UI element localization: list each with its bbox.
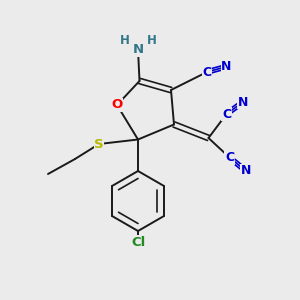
Text: N: N bbox=[238, 95, 248, 109]
Text: N: N bbox=[132, 43, 144, 56]
Text: C: C bbox=[225, 151, 234, 164]
Text: H: H bbox=[120, 34, 129, 47]
Text: S: S bbox=[94, 137, 104, 151]
Text: O: O bbox=[111, 98, 123, 112]
Text: H: H bbox=[147, 34, 156, 47]
Text: C: C bbox=[222, 107, 231, 121]
Text: N: N bbox=[221, 60, 232, 73]
Text: Cl: Cl bbox=[131, 236, 145, 249]
Text: C: C bbox=[202, 65, 211, 79]
Text: N: N bbox=[241, 164, 251, 178]
